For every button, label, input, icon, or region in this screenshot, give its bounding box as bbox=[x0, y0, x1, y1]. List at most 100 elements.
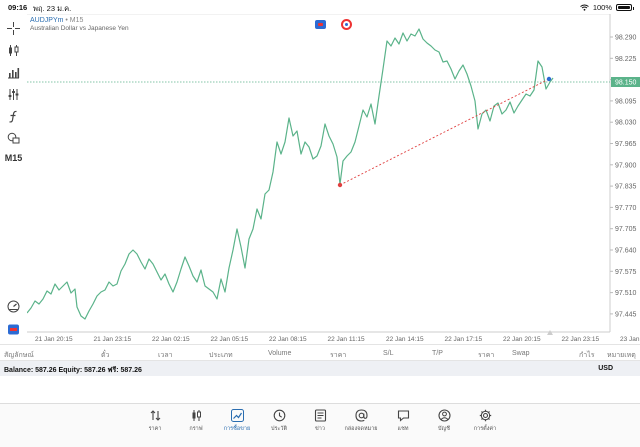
balance-bar: Balance: 587.26 Equity: 587.26 ฟรี: 587.… bbox=[0, 361, 640, 376]
function-tool[interactable] bbox=[3, 107, 24, 125]
tab-label: การซื้อขาย bbox=[223, 426, 251, 432]
tab-chart[interactable]: กราฟ bbox=[176, 409, 216, 441]
symbol-title: AUDJPYm • M15 bbox=[30, 17, 83, 24]
speedometer-icon bbox=[7, 300, 20, 312]
tab-label: การตั้งค่า bbox=[473, 426, 497, 432]
function-icon bbox=[9, 110, 17, 123]
current-price-label: 98.150 bbox=[615, 80, 637, 87]
battery-icon bbox=[616, 4, 634, 11]
objects-icon bbox=[7, 132, 20, 143]
volume-bars-icon bbox=[8, 67, 20, 78]
time-label: 22 Jan 17:15 bbox=[445, 336, 483, 343]
news-icon bbox=[314, 409, 326, 422]
col-volume[interactable]: Volume bbox=[268, 350, 292, 357]
price-label: 98.225 bbox=[615, 56, 637, 63]
trade-icon-button[interactable] bbox=[315, 20, 326, 29]
wifi-icon bbox=[580, 4, 589, 11]
trade-table-header: สัญลักษณ์ ตั๋ว เวลา ประเภท Volume ราคา S… bbox=[0, 344, 640, 361]
quotes-icon bbox=[150, 410, 160, 421]
time-label: 22 Jan 05:15 bbox=[211, 336, 249, 343]
battery-percent: 100% bbox=[592, 3, 612, 12]
symbol-timeframe: • M15 bbox=[65, 17, 84, 24]
chart-canvas: 98.29098.22598.16098.09598.03097.96597.9… bbox=[27, 14, 640, 343]
col-profit[interactable]: กำไร bbox=[579, 352, 595, 359]
bottom-tab-bar: ราคา กราฟ การซื้อขาย ประวัติ ข่าว กล่องจ… bbox=[0, 403, 640, 447]
trade-entry-line bbox=[339, 78, 550, 186]
price-label: 97.835 bbox=[615, 184, 637, 191]
col-comment[interactable]: หมายเหตุ bbox=[607, 352, 636, 359]
price-label: 98.290 bbox=[615, 35, 637, 42]
balance-summary: Balance: 587.26 Equity: 587.26 ฟรี: 587.… bbox=[4, 367, 142, 374]
price-label: 97.770 bbox=[615, 205, 637, 212]
tab-label: กล่องจดหมาย bbox=[344, 426, 378, 432]
indicators-tool[interactable] bbox=[3, 85, 24, 103]
timeframe-selector[interactable]: M15 bbox=[4, 153, 23, 163]
price-label: 97.640 bbox=[615, 248, 637, 255]
tab-label: บัญชี bbox=[438, 426, 450, 432]
price-label: 98.030 bbox=[615, 120, 637, 127]
trade-icon bbox=[230, 409, 244, 422]
col-ticket[interactable]: ตั๋ว bbox=[101, 352, 110, 359]
col-type[interactable]: ประเภท bbox=[209, 352, 233, 359]
crosshair-icon bbox=[7, 21, 20, 35]
objects-tool[interactable] bbox=[3, 128, 24, 146]
crosshair-tool[interactable] bbox=[3, 19, 24, 37]
scroll-marker bbox=[547, 330, 553, 335]
trade-entry-marker bbox=[337, 182, 343, 188]
mailbox-icon bbox=[354, 409, 368, 422]
signal-icon-button[interactable] bbox=[341, 19, 352, 30]
col-swap[interactable]: Swap bbox=[512, 350, 530, 357]
time-label: 22 Jan 14:15 bbox=[386, 336, 424, 343]
tab-quotes[interactable]: ราคา bbox=[135, 409, 175, 441]
tab-label: กราฟ bbox=[189, 426, 203, 432]
candlestick-icon bbox=[9, 44, 19, 56]
col-sl[interactable]: S/L bbox=[383, 350, 394, 357]
time-label: 21 Jan 20:15 bbox=[35, 336, 73, 343]
col-symbol[interactable]: สัญลักษณ์ bbox=[4, 352, 34, 359]
price-label: 97.445 bbox=[615, 311, 637, 318]
status-bar: 09:16 พฤ. 23 ม.ค. 100% bbox=[0, 0, 640, 14]
price-line bbox=[27, 28, 554, 320]
symbol-description: Australian Dollar vs Japanese Yen bbox=[30, 25, 129, 32]
settings-icon bbox=[479, 409, 491, 422]
time-label: 23 Jan 02:15 bbox=[620, 336, 640, 343]
price-label: 98.095 bbox=[615, 98, 637, 105]
price-label: 97.705 bbox=[615, 226, 637, 233]
status-right: 100% bbox=[580, 3, 634, 12]
one-click-trading-tool[interactable] bbox=[3, 297, 24, 315]
trade-panel-icon bbox=[8, 324, 19, 334]
tab-label: แชท bbox=[397, 426, 409, 432]
col-current-price[interactable]: ราคา bbox=[478, 352, 495, 359]
tab-label: ประวัติ bbox=[270, 426, 288, 432]
chart-toolbar: M15 bbox=[0, 14, 27, 344]
price-label: 97.900 bbox=[615, 162, 637, 169]
volume-tool[interactable] bbox=[3, 63, 24, 81]
col-tp[interactable]: T/P bbox=[432, 350, 443, 357]
time-label: 22 Jan 23:15 bbox=[562, 336, 600, 343]
col-price[interactable]: ราคา bbox=[330, 352, 347, 359]
tab-chat[interactable]: แชท bbox=[383, 409, 423, 441]
account-icon bbox=[437, 409, 451, 422]
trade-current-marker bbox=[546, 76, 552, 82]
history-icon bbox=[273, 409, 285, 422]
price-label: 97.575 bbox=[615, 269, 637, 276]
indicators-icon bbox=[8, 88, 19, 100]
tab-history[interactable]: ประวัติ bbox=[259, 409, 299, 441]
account-currency: USD bbox=[598, 365, 613, 372]
chart-type-tool[interactable] bbox=[3, 41, 24, 59]
chat-icon bbox=[397, 410, 409, 422]
tab-news[interactable]: ข่าว bbox=[300, 409, 340, 441]
tab-settings[interactable]: การตั้งค่า bbox=[465, 409, 505, 441]
tab-account[interactable]: บัญชี bbox=[424, 409, 464, 441]
time-label: 22 Jan 20:15 bbox=[503, 336, 541, 343]
time-label: 22 Jan 02:15 bbox=[152, 336, 190, 343]
col-time[interactable]: เวลา bbox=[158, 352, 173, 359]
price-chart[interactable]: 98.29098.22598.16098.09598.03097.96597.9… bbox=[27, 14, 640, 344]
tab-mailbox[interactable]: กล่องจดหมาย bbox=[341, 409, 381, 441]
price-label: 97.510 bbox=[615, 290, 637, 297]
tab-trade[interactable]: การซื้อขาย bbox=[217, 409, 257, 441]
trade-panel-tool[interactable] bbox=[3, 320, 24, 338]
current-price-badge bbox=[611, 77, 640, 87]
tab-label: ราคา bbox=[148, 426, 162, 432]
tab-label: ข่าว bbox=[315, 426, 325, 432]
